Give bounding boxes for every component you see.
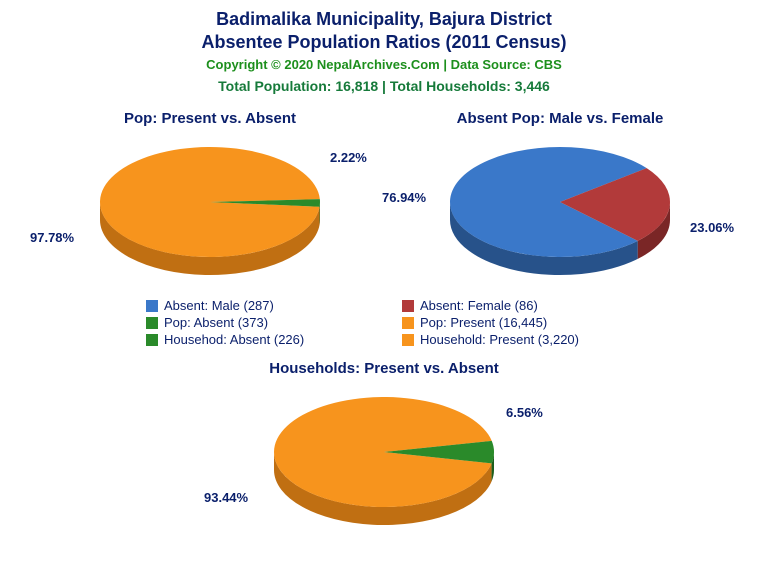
legend-row: Absent: Male (287) Absent: Female (86) — [144, 298, 624, 313]
chart-pop-label-big: 97.78% — [30, 230, 74, 245]
legend-label: Pop: Present (16,445) — [420, 315, 547, 330]
title-line1: Badimalika Municipality, Bajura District — [0, 8, 768, 31]
legend-swatch — [402, 300, 414, 312]
legend-label: Absent: Male (287) — [164, 298, 274, 313]
legend-label: Pop: Absent (373) — [164, 315, 268, 330]
legend-label: Househod: Absent (226) — [164, 332, 304, 347]
legend-row: Pop: Absent (373) Pop: Present (16,445) — [144, 315, 624, 330]
chart-gender-title: Absent Pop: Male vs. Female — [410, 110, 710, 127]
chart-hh: Households: Present vs. Absent 93.44% 6.… — [234, 360, 534, 537]
chart-pop-title: Pop: Present vs. Absent — [60, 110, 360, 127]
legend-swatch — [402, 334, 414, 346]
legend-row: Househod: Absent (226) Household: Presen… — [144, 332, 624, 347]
legend-swatch — [146, 317, 158, 329]
legend-item: Househod: Absent (226) — [146, 332, 366, 347]
chart-hh-label-small: 6.56% — [506, 405, 543, 420]
pie-pop — [60, 127, 360, 287]
legend-item: Household: Present (3,220) — [402, 332, 622, 347]
legend-swatch — [146, 300, 158, 312]
chart-pop: Pop: Present vs. Absent 97.78% 2.22% — [60, 110, 360, 287]
chart-gender-label-big: 76.94% — [382, 190, 426, 205]
totals-text: Total Population: 16,818 | Total Househo… — [0, 78, 768, 94]
copyright-text: Copyright © 2020 NepalArchives.Com | Dat… — [0, 57, 768, 72]
chart-hh-title: Households: Present vs. Absent — [234, 360, 534, 377]
legend-item: Pop: Absent (373) — [146, 315, 366, 330]
legend-swatch — [402, 317, 414, 329]
legend-label: Household: Present (3,220) — [420, 332, 579, 347]
legend: Absent: Male (287) Absent: Female (86) P… — [144, 298, 624, 349]
legend-label: Absent: Female (86) — [420, 298, 538, 313]
title-block: Badimalika Municipality, Bajura District… — [0, 0, 768, 94]
pie-hh — [234, 377, 534, 537]
legend-swatch — [146, 334, 158, 346]
legend-item: Absent: Female (86) — [402, 298, 622, 313]
title-line2: Absentee Population Ratios (2011 Census) — [0, 31, 768, 54]
chart-gender-label-small: 23.06% — [690, 220, 734, 235]
chart-gender: Absent Pop: Male vs. Female 76.94% 23.06… — [410, 110, 710, 287]
legend-item: Absent: Male (287) — [146, 298, 366, 313]
chart-hh-label-big: 93.44% — [204, 490, 248, 505]
chart-pop-label-small: 2.22% — [330, 150, 367, 165]
pie-gender — [410, 127, 710, 287]
legend-item: Pop: Present (16,445) — [402, 315, 622, 330]
